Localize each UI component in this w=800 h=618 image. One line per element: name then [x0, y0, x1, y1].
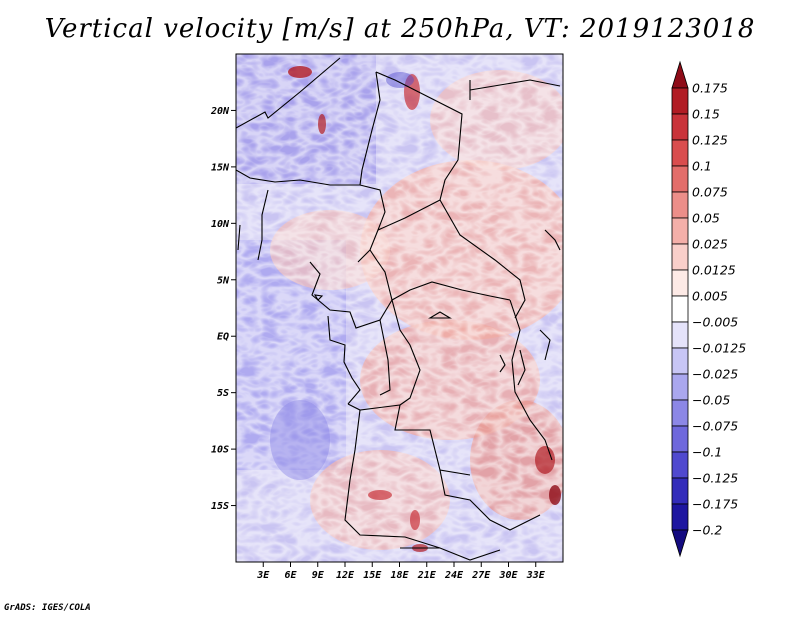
colorbar-level-label: −0.075 — [692, 419, 738, 434]
colorbar-swatch — [671, 113, 689, 141]
colorbar-swatch — [671, 399, 689, 427]
colorbar-level-label: −0.005 — [692, 315, 738, 330]
colorbar-level-label: 0.025 — [692, 237, 728, 252]
colorbar-level-label: −0.125 — [692, 471, 738, 486]
colorbar-swatch — [671, 477, 689, 505]
x-tick-label: 15E — [363, 570, 382, 581]
x-tick-label: 6E — [284, 570, 297, 581]
velocity-field — [236, 54, 563, 562]
colorbar-level-label: 0.15 — [692, 107, 720, 122]
x-tick-label: 12E — [336, 570, 355, 581]
colorbar-swatch — [671, 217, 689, 245]
x-tick-label: 27E — [471, 570, 491, 581]
x-tick-label: 30E — [498, 570, 518, 581]
colorbar-level-label: 0.075 — [692, 185, 728, 200]
y-axis: 20N 15N 10N 5N EQ 5S 10S 15S — [210, 106, 236, 512]
colorbar-level-label: 0.1 — [692, 159, 712, 174]
x-tick-label: 21E — [417, 570, 437, 581]
x-axis: 3E 6E 9E 12E 15E 18E 21E 24E 27E 30E 33E — [256, 562, 546, 581]
y-tick-label: 5N — [217, 275, 230, 286]
colorbar-level-label: −0.025 — [692, 367, 738, 382]
country-borders — [236, 57, 561, 561]
colorbar-level-label: −0.1 — [692, 445, 722, 460]
colorbar-level-label: 0.005 — [692, 289, 728, 304]
colorbar-labels: 0.175 0.15 0.125 0.1 0.075 0.05 0.025 0.0125 0.0… — [692, 81, 746, 538]
colorbar-swatch — [671, 87, 689, 115]
x-tick-label: 33E — [526, 570, 546, 581]
y-tick-label: 10N — [211, 219, 230, 230]
x-tick-label: 3E — [256, 570, 270, 581]
colorbar-swatch — [671, 139, 689, 167]
colorbar-swatch — [671, 373, 689, 401]
chart-title: Vertical velocity [m/s] at 250hPa, VT: 2… — [44, 14, 756, 44]
colorbar-level-label: −0.0125 — [692, 341, 746, 356]
colorbar-swatch — [671, 269, 689, 297]
colorbar-swatch — [671, 347, 689, 375]
colorbar-swatch — [671, 165, 689, 193]
y-tick-label: 15S — [211, 501, 229, 512]
y-tick-label: 15N — [211, 162, 230, 173]
colorbar-level-label: −0.175 — [692, 497, 738, 512]
colorbar-level-label: −0.05 — [692, 393, 730, 408]
y-tick-label: EQ — [217, 332, 229, 343]
x-tick-label: 18E — [390, 570, 409, 581]
colorbar-swatch — [671, 191, 689, 219]
colorbar-swatch — [671, 425, 689, 453]
credit-text: GrADS: IGES/COLA — [4, 603, 91, 613]
colorbar-swatch — [671, 503, 689, 531]
y-tick-label: 20N — [210, 106, 230, 117]
colorbar-level-label: −0.2 — [692, 523, 722, 538]
y-tick-label: 10S — [211, 445, 229, 456]
colorbar-level-label: 0.0125 — [692, 263, 736, 278]
colorbar-level-label: 0.125 — [692, 133, 728, 148]
colorbar — [671, 60, 689, 558]
y-tick-label: 5S — [217, 388, 229, 399]
colorbar-swatch — [671, 451, 689, 479]
colorbar-swatch — [671, 321, 689, 349]
x-tick-label: 9E — [312, 570, 325, 581]
x-tick-label: 24E — [444, 570, 464, 581]
colorbar-level-label: 0.05 — [692, 211, 720, 226]
colorbar-level-label: 0.175 — [692, 81, 728, 96]
colorbar-top-arrow — [671, 60, 689, 89]
colorbar-swatch — [671, 243, 689, 271]
colorbar-swatch — [671, 295, 689, 323]
colorbar-bottom-arrow — [671, 529, 689, 558]
